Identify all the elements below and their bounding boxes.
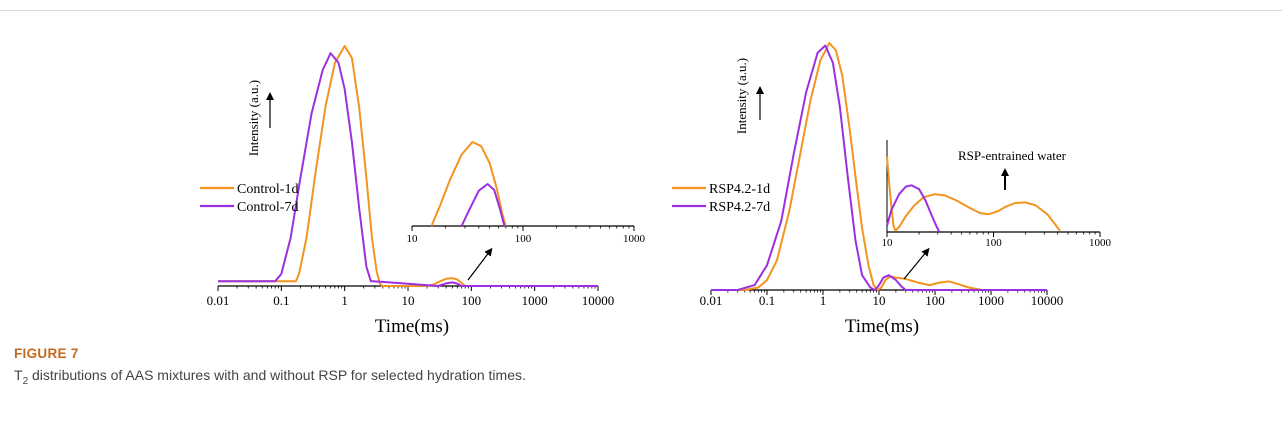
x-tick-label: 1000 [623,233,646,245]
series-line-rsp4.2-7d [886,184,941,233]
legend-label: Control-7d [237,200,298,215]
annotation-text: RSP-entrained water [958,148,1067,163]
series-line-control-1d [430,141,507,227]
y-axis-label: Intensity (a.u.) [734,58,749,134]
series-line-control-7d [218,52,598,287]
x-tick-label: 0.01 [207,293,230,308]
x-tick-label: 10 [402,293,415,308]
x-tick-label: 0.1 [273,293,289,308]
figure-top-border [0,10,1282,11]
x-tick-label: 100 [462,293,482,308]
series-line-rsp4.2-1d [711,42,1047,291]
caption-subscript: 2 [22,375,29,387]
x-tick-label: 0.01 [700,293,723,308]
x-tick-label: 1 [341,293,348,308]
caption-prefix: T [14,367,23,383]
inset-arrow [467,247,493,281]
x-axis-label: Time(ms) [845,316,919,337]
caption-rest: distributions of AAS mixtures with and w… [28,367,526,383]
x-tick-label: 10000 [582,293,615,308]
x-tick-label: 1000 [1089,237,1112,249]
x-tick-label: 100 [925,293,945,308]
series-line-control-1d [218,45,598,287]
series-line-rsp4.2-7d [711,44,1047,291]
figure-caption: FIGURE 7 T2 distributions of AAS mixture… [14,346,1264,387]
x-tick-label: 100 [515,233,532,245]
x-tick-label: 10 [873,293,886,308]
x-tick-label: 1000 [978,293,1004,308]
legend-label: Control-1d [237,182,298,197]
x-tick-label: 10000 [1031,293,1064,308]
series-line-rsp4.2-1d [886,156,1061,232]
legend-label: RSP4.2-1d [709,182,770,197]
y-axis-label: Intensity (a.u.) [246,80,261,156]
x-tick-label: 100 [985,237,1002,249]
x-tick-label: 10 [407,233,419,245]
figure-label: FIGURE 7 [14,346,79,361]
inset-arrow [903,247,930,280]
x-tick-label: 1000 [522,293,548,308]
chart-area: 0.01 0.1 1 10 100 1000 10000 Time(ms) Intensity … [200,42,1112,337]
x-tick-label: 10 [882,237,894,249]
legend-label: RSP4.2-7d [709,200,770,215]
x-tick-label: 0.1 [759,293,775,308]
caption-text: T2 distributions of AAS mixtures with an… [14,367,1264,387]
x-axis-label: Time(ms) [375,316,449,337]
x-tick-label: 1 [820,293,827,308]
series-line-control-7d [460,183,506,227]
chart-layer: 0.01 0.1 1 10 100 1000 10000 Time(ms) Intensity … [200,42,1112,337]
